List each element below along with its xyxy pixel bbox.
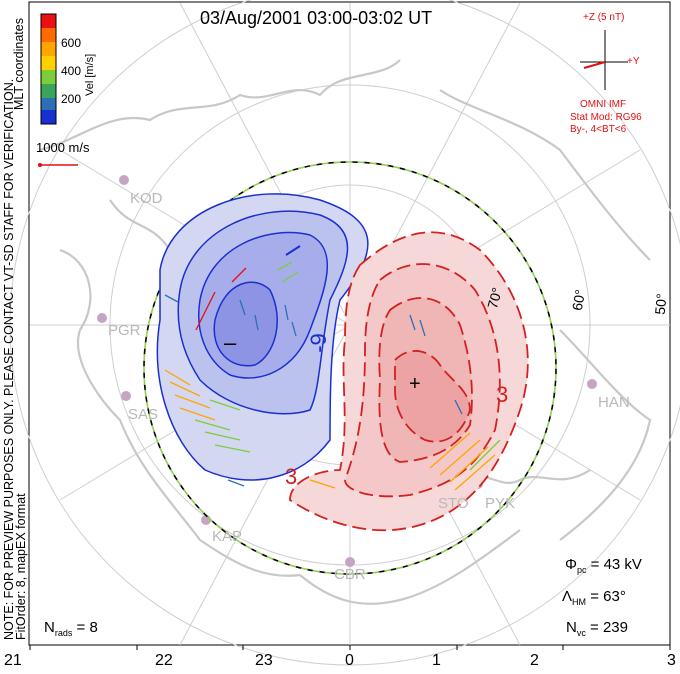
station-label: CBR [334, 566, 366, 583]
hm-boundary-green [143, 161, 557, 575]
latitude-label: 50° [651, 292, 670, 316]
contour-label-negative: -9 [305, 333, 331, 353]
cross-polar-cap-potential: Φpc = 43 kV [565, 556, 642, 575]
colorbar-tick: 400 [61, 64, 82, 78]
vector-count: Nvc = 239 [566, 619, 628, 638]
plot-title: 03/Aug/2001 03:00-03:02 UT [200, 8, 433, 28]
coastlines [39, 59, 652, 605]
colorbar [40, 13, 57, 125]
scale-vector [38, 163, 78, 167]
colorbar-tick: 600 [61, 36, 82, 50]
radar-count: Nrads = 8 [44, 619, 98, 638]
scale-label: 1000 m/s [36, 140, 90, 155]
mlt-tick-label: 2 [530, 652, 539, 669]
imf-condition: By-, 4<BT<6 [570, 124, 627, 135]
station-label: SAS [128, 406, 159, 423]
contour-label-positive: 3 [285, 464, 298, 489]
mlt-tick-label: 3 [667, 652, 676, 669]
station-label: PYK [485, 495, 516, 512]
mlt-tick-label: 21 [4, 652, 22, 669]
hm-boundary-latitude: ΛHM = 63° [562, 588, 626, 607]
colorbar-tick: 200 [61, 92, 82, 106]
velocity-vectors [164, 261, 501, 491]
potential-maximum-mark: + [409, 373, 421, 395]
station-label: HAN [598, 394, 630, 411]
negative-cell [156, 193, 369, 481]
imf-y-label: +Y [627, 56, 640, 67]
station-label: PGR [108, 322, 141, 339]
stat-model: Stat Mod: RG96 [570, 112, 642, 123]
contour-label-positive: 3 [496, 382, 509, 407]
imf-z-label: +Z (5 nT) [583, 12, 625, 23]
imf-source: OMNI IMF [580, 99, 627, 110]
station-label: STO [438, 495, 469, 512]
mlt-tick-label: 0 [345, 652, 354, 669]
fit-info: FitOrder: 8, mapEX format [14, 493, 28, 640]
station-label: KAP [212, 528, 243, 545]
mlt-tick-label: 22 [155, 652, 173, 669]
mlt-tick-label: 1 [432, 652, 441, 669]
potential-minimum-mark: – [224, 330, 237, 355]
station-label: KOD [130, 190, 163, 207]
mlt-tick-label: 23 [255, 652, 273, 669]
imf-clock [580, 30, 628, 90]
colorbar-label: Vel [m/s] [84, 53, 96, 96]
coordinate-system: MLT coordinates [12, 18, 26, 110]
mlt-ticks [29, 645, 671, 650]
positive-cell [289, 231, 529, 532]
